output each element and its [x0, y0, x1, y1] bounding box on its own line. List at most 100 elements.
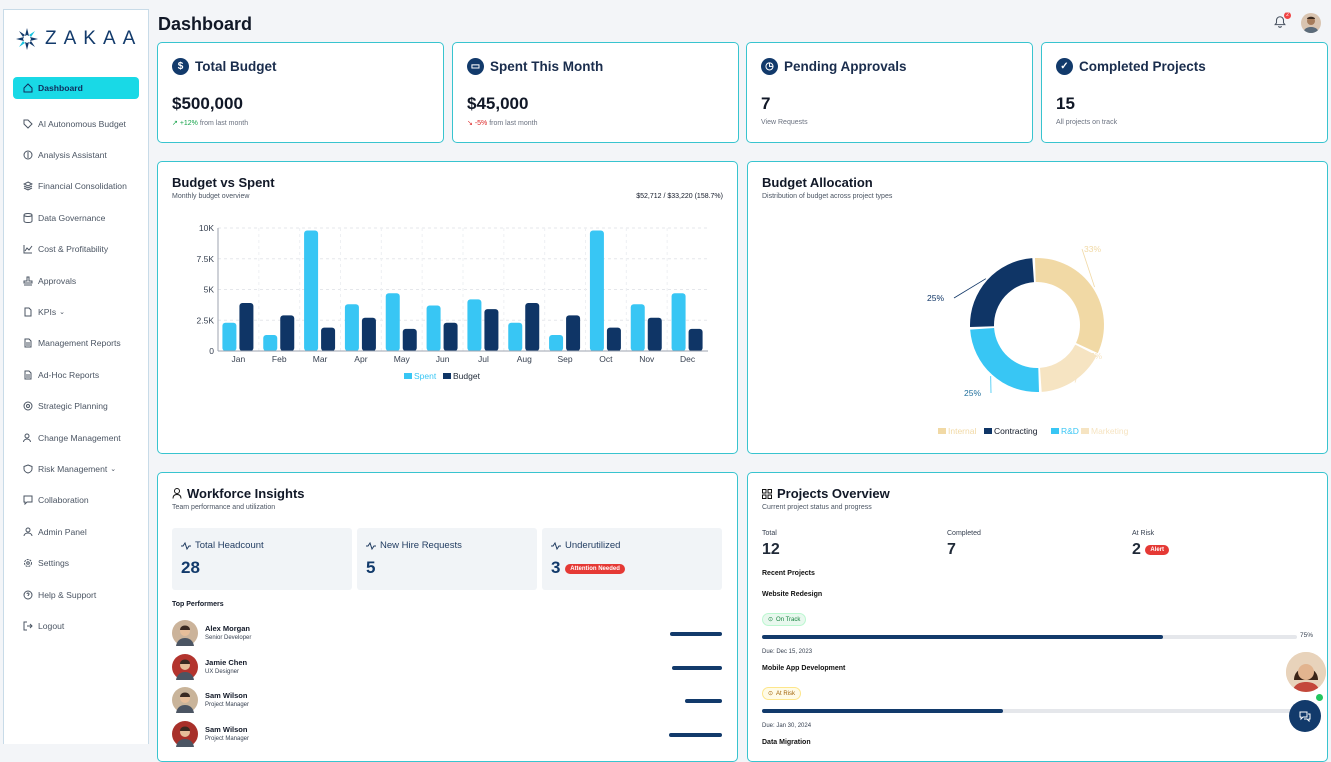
budget-vs-spent-subtitle: Monthly budget overview: [172, 193, 249, 200]
project-name[interactable]: Mobile App Development: [762, 665, 845, 672]
donut-slice-label: 33%: [1084, 244, 1101, 254]
sidebar-item-help-support[interactable]: Help & Support: [13, 579, 139, 610]
sidebar-item-dashboard[interactable]: Dashboard: [13, 77, 139, 99]
check-circle-icon: ✓: [1056, 58, 1073, 75]
performer-role: Project Manager: [205, 702, 249, 708]
sidebar-item-approvals[interactable]: Approvals: [13, 265, 139, 296]
bar-budget: [403, 329, 417, 351]
x-tick-label: Mar: [313, 354, 328, 364]
chat-icon: [23, 495, 33, 505]
user-avatar[interactable]: [1301, 13, 1321, 33]
sidebar-item-label: Collaboration: [38, 495, 89, 505]
gear-icon: [23, 558, 33, 568]
performer-name: Jamie Chen: [205, 658, 247, 667]
metric-label-text: Total Headcount: [195, 540, 264, 551]
layers-icon: [23, 181, 33, 191]
home-icon: [23, 83, 33, 93]
projects-card: Projects Overview Current project status…: [747, 472, 1328, 762]
performer-name: Sam Wilson: [205, 691, 247, 700]
project-name[interactable]: Website Redesign: [762, 591, 822, 598]
user-icon: [23, 527, 33, 537]
stat-subtext[interactable]: View Requests: [761, 119, 808, 126]
sidebar-item-change-management[interactable]: Change Management: [13, 422, 139, 453]
at-risk-value: 2 Alert: [1132, 541, 1169, 559]
top-actions: 2: [1273, 13, 1321, 33]
performer-row[interactable]: Sam Wilson Project Manager: [172, 687, 722, 717]
change-value: ↗ +12%: [172, 120, 198, 127]
donut-slice-contracting: [970, 258, 1034, 327]
bar-budget: [362, 318, 376, 351]
performer-name: Sam Wilson: [205, 725, 247, 734]
bar-spent: [222, 323, 236, 351]
sidebar-item-label: Dashboard: [38, 83, 83, 93]
y-tick-label: 2.5K: [197, 315, 215, 325]
stat-title-text: Pending Approvals: [784, 59, 907, 74]
help-icon: [23, 590, 33, 600]
project-name[interactable]: Data Migration: [762, 739, 811, 746]
legend-swatch: [984, 428, 992, 434]
stat-value: 15: [1056, 94, 1075, 114]
report-icon: [23, 370, 33, 380]
stat-title: $Total Budget: [172, 58, 277, 75]
bar-spent: [508, 323, 522, 351]
stat-card-total-budget[interactable]: $Total Budget$500,000↗ +12% from last mo…: [157, 42, 444, 143]
chevron-down-icon: ⌄: [59, 308, 65, 316]
stat-subtext-label: from last month: [489, 120, 537, 127]
stat-title: ✓Completed Projects: [1056, 58, 1206, 75]
change-text: -5%: [475, 120, 487, 127]
on-track-badge: ⊙On Track: [762, 613, 806, 626]
activity-icon: [181, 542, 191, 550]
top-performers-label: Top Performers: [172, 601, 224, 608]
sidebar-item-management-reports[interactable]: Management Reports: [13, 328, 139, 359]
sidebar-item-label: Admin Panel: [38, 527, 87, 537]
sidebar-item-kpis[interactable]: KPIs⌄: [13, 296, 139, 327]
clock-icon: ◷: [761, 58, 778, 75]
performance-bar: [669, 733, 722, 737]
line-chart-icon: [23, 244, 33, 254]
sidebar-item-label: Management Reports: [38, 338, 121, 348]
notifications-button[interactable]: 2: [1273, 15, 1289, 31]
sidebar-item-risk-management[interactable]: Risk Management⌄: [13, 453, 139, 484]
stat-card-spent-this-month[interactable]: ▭Spent This Month$45,000↘ -5% from last …: [452, 42, 739, 143]
chat-icon: [1299, 710, 1311, 722]
sidebar-item-strategic-planning[interactable]: Strategic Planning: [13, 391, 139, 422]
x-tick-label: Apr: [354, 354, 367, 364]
x-tick-label: Jul: [478, 354, 489, 364]
chat-button[interactable]: [1289, 700, 1321, 732]
change-value: ↘ -5%: [467, 120, 487, 127]
metric-value-text: 3: [551, 558, 560, 577]
logo[interactable]: ZAKAA: [15, 27, 142, 51]
target-icon: [23, 401, 33, 411]
bar-spent: [427, 305, 441, 351]
sidebar-item-collaboration[interactable]: Collaboration: [13, 485, 139, 516]
sidebar-item-admin-panel[interactable]: Admin Panel: [13, 516, 139, 547]
legend-swatch: [938, 428, 946, 434]
assistant-avatar[interactable]: [1286, 652, 1326, 692]
sidebar-item-analysis-assistant[interactable]: Analysis Assistant: [13, 139, 139, 170]
sidebar-item-settings[interactable]: Settings: [13, 547, 139, 578]
bar-budget: [648, 318, 662, 351]
brand-name: ZAKAA: [45, 28, 142, 50]
x-tick-label: Jan: [232, 354, 246, 364]
sidebar-item-ai-autonomous-budget[interactable]: AI Autonomous Budget: [13, 108, 139, 139]
bar-spent: [345, 304, 359, 351]
bar-budget: [607, 328, 621, 351]
stat-card-completed-projects[interactable]: ✓Completed Projects 15 All projects on tra…: [1041, 42, 1328, 143]
project-progress-fill: [762, 709, 1003, 713]
sidebar-item-ad-hoc-reports[interactable]: Ad-Hoc Reports: [13, 359, 139, 390]
change-text: +12%: [180, 120, 198, 127]
sidebar-item-data-governance[interactable]: Data Governance: [13, 202, 139, 233]
bar-budget: [484, 309, 498, 351]
sidebar-item-logout[interactable]: Logout: [13, 610, 139, 641]
sidebar-item-financial-consolidation[interactable]: Financial Consolidation: [13, 171, 139, 202]
notification-badge: 2: [1284, 12, 1291, 19]
sidebar-item-cost-profitability[interactable]: Cost & Profitability: [13, 234, 139, 265]
stat-subtext-label: All projects on track: [1056, 119, 1117, 126]
performer-name: Alex Morgan: [205, 624, 250, 633]
